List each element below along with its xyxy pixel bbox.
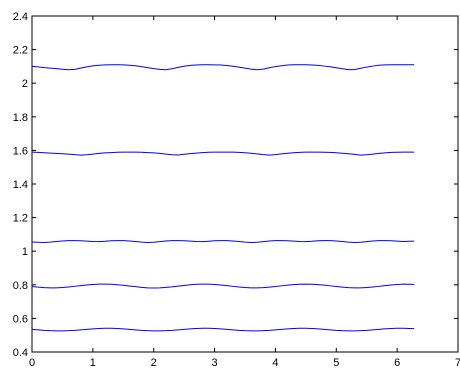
x-tick-label: 7 xyxy=(455,357,460,369)
y-tick-label: 1.2 xyxy=(13,213,28,225)
x-axis-ticks: 0 1 2 3 4 5 6 7 xyxy=(29,16,460,369)
series-line-4 xyxy=(31,283,415,289)
y-tick-label: 1 xyxy=(22,246,28,258)
y-tick-label: 0.6 xyxy=(13,313,28,325)
y-axis-ticks: 0.4 0.6 0.8 1 1.2 1.4 1.6 1.8 2 2.2 2.4 xyxy=(13,11,458,359)
x-tick-label: 1 xyxy=(90,357,96,369)
series-line-1 xyxy=(31,64,415,71)
y-tick-label: 1.8 xyxy=(13,112,28,124)
y-tick-label: 2.4 xyxy=(13,11,28,23)
series-line-5 xyxy=(31,327,415,332)
y-tick-label: 1.4 xyxy=(13,179,28,191)
y-tick-label: 0.8 xyxy=(13,280,28,292)
series-line-2 xyxy=(31,151,415,156)
x-tick-label: 6 xyxy=(394,357,400,369)
x-tick-label: 4 xyxy=(272,357,278,369)
series-lines xyxy=(31,64,415,332)
x-tick-label: 3 xyxy=(212,357,218,369)
y-tick-label: 1.6 xyxy=(13,145,28,157)
axes xyxy=(31,15,459,353)
x-tick-label: 2 xyxy=(151,357,157,369)
series-line-3 xyxy=(31,240,415,243)
y-tick-label: 2 xyxy=(22,78,28,90)
x-tick-label: 0 xyxy=(29,357,35,369)
y-tick-label: 2.2 xyxy=(13,45,28,57)
y-tick-label: 0.4 xyxy=(13,347,28,359)
x-tick-label: 5 xyxy=(333,357,339,369)
plot-frame xyxy=(31,15,459,353)
